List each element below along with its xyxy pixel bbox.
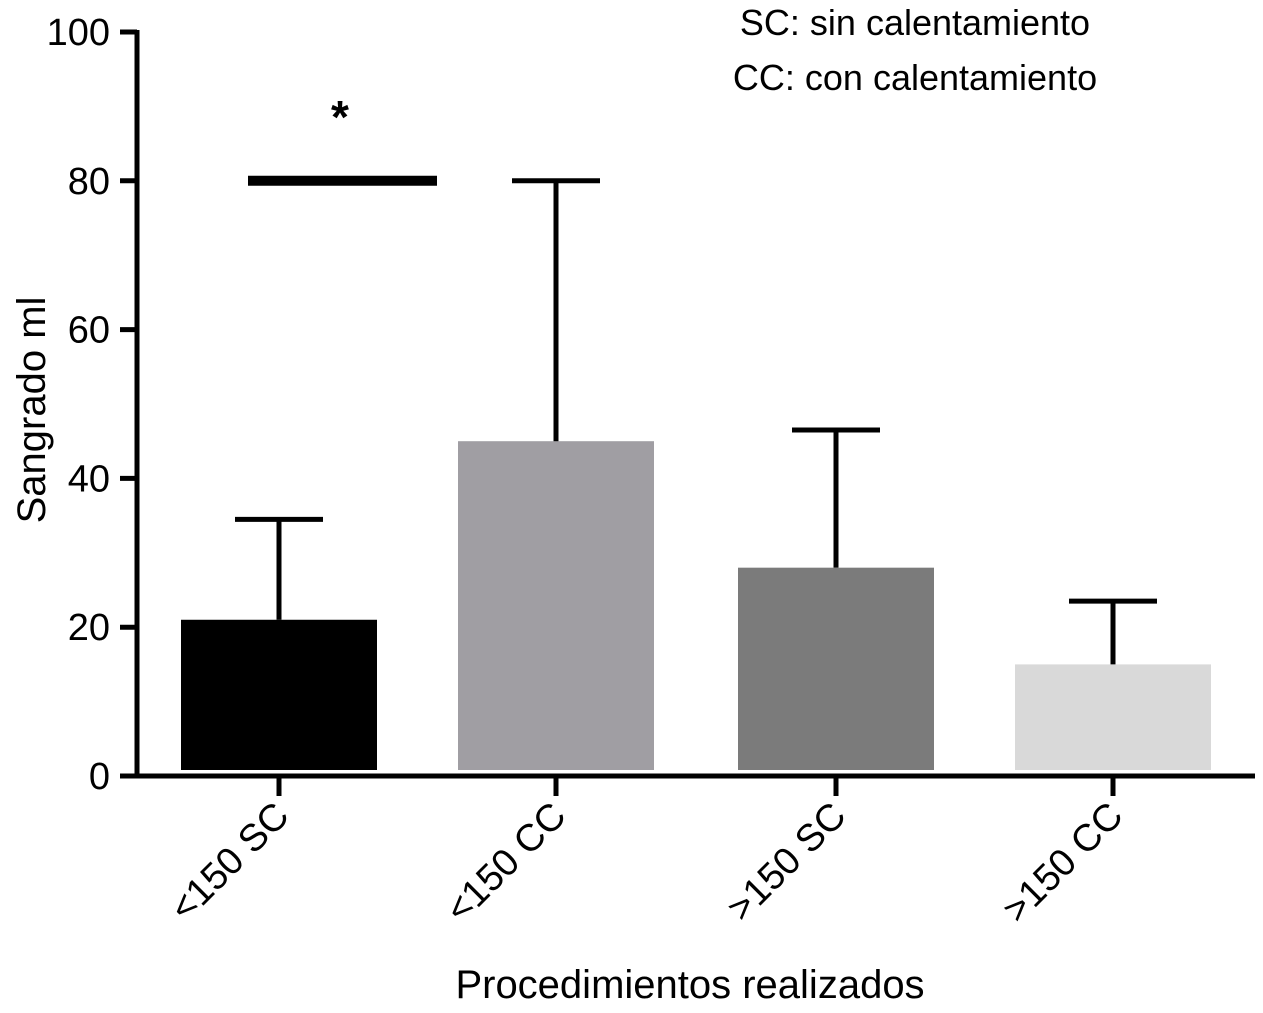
x-tick-label-3: >150 CC	[995, 795, 1132, 932]
x-ticks-group: <150 SC <150 CC >150 SC >150 CC	[162, 776, 1131, 931]
bar-1	[458, 441, 654, 770]
y-tick-label-5: 100	[47, 12, 110, 54]
y-tick-label-2: 40	[68, 458, 110, 500]
error-bars-group	[235, 178, 1157, 665]
y-axis-title: Sangrado ml	[10, 297, 54, 524]
bars-group	[181, 441, 1211, 770]
x-tick-label-1: <150 CC	[438, 795, 575, 932]
bar-3	[1015, 664, 1211, 770]
bar-2	[738, 567, 934, 770]
legend-note-cc: CC: con calentamiento	[733, 57, 1097, 98]
x-tick-label-2: >150 SC	[719, 795, 854, 930]
y-tick-label-4: 80	[68, 161, 110, 203]
significance-asterisk: *	[331, 91, 349, 143]
y-tick-label-1: 20	[68, 607, 110, 649]
legend-note-sc: SC: sin calentamiento	[740, 2, 1090, 43]
bar-0	[181, 619, 377, 770]
x-tick-label-0: <150 SC	[162, 795, 297, 930]
y-tick-label-0: 0	[89, 756, 110, 798]
x-axis-title: Procedimientos realizados	[455, 963, 924, 1007]
significance-group: *	[248, 91, 437, 186]
axes-group	[120, 30, 1255, 779]
y-tick-label-3: 60	[68, 310, 110, 352]
y-ticks-group: 0 20 40 60 80 100	[47, 12, 137, 798]
